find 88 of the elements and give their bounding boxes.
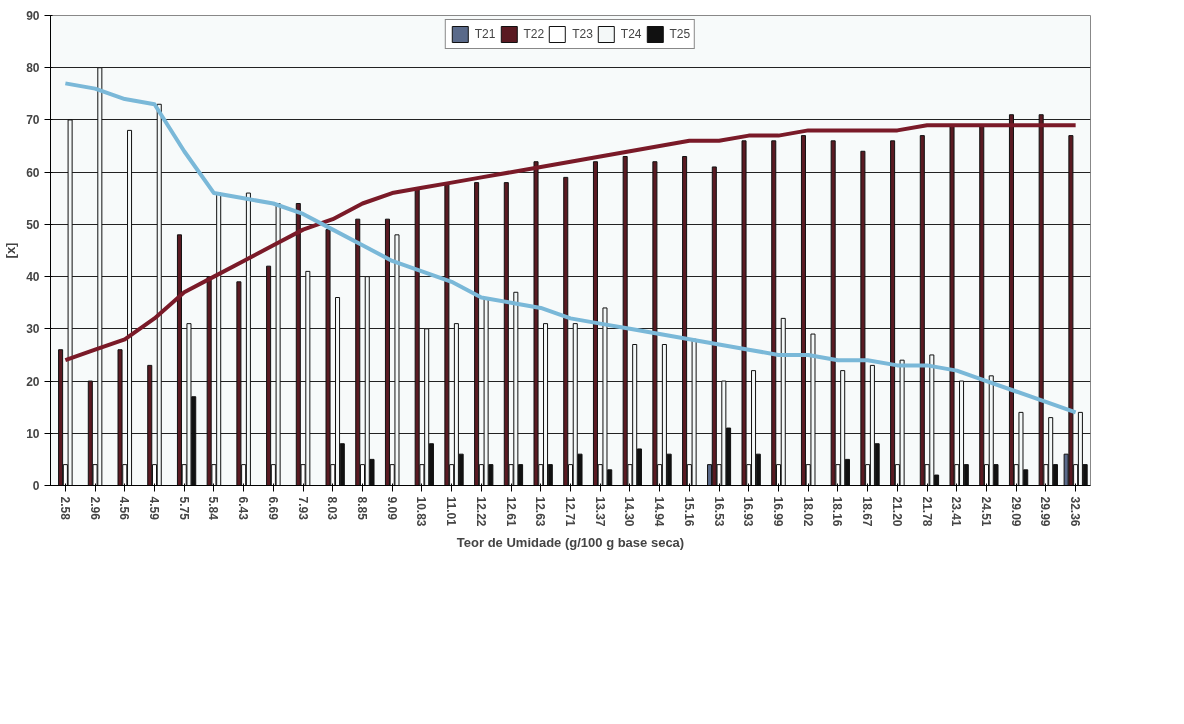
y-tick-label: 30 [26, 322, 40, 337]
y-tick-label: 20 [26, 374, 40, 389]
line-series [63, 123, 1078, 363]
x-tick-label: 12.22 [473, 496, 488, 527]
x-tick-label: 13.37 [592, 496, 607, 527]
bar [384, 218, 390, 486]
bar [919, 135, 925, 486]
x-tick-label: 14.94 [652, 496, 667, 527]
bar [860, 150, 866, 486]
bar [206, 276, 212, 486]
bar [87, 380, 93, 486]
x-tick-label: 5.75 [176, 496, 191, 521]
bar [622, 156, 628, 486]
y-axis-title: [x] [3, 242, 19, 259]
bar [592, 161, 598, 486]
bar [266, 265, 272, 486]
y-tick-label: 60 [26, 165, 40, 180]
x-tick-label: 18.16 [830, 496, 845, 527]
x-axis-title: Teor de Umidade (g/100 g base seca) [456, 534, 685, 550]
bar [295, 203, 301, 486]
line-series [63, 81, 1078, 415]
bar [830, 140, 836, 486]
x-tick-label: 16.99 [771, 496, 785, 527]
bar [682, 156, 688, 486]
bar [890, 140, 896, 486]
x-tick-label: 7.93 [295, 496, 310, 521]
bar [1008, 114, 1014, 486]
x-tick-label: 16.93 [741, 496, 756, 527]
bar [563, 176, 569, 486]
x-tick-label: 8.85 [355, 496, 369, 521]
x-tick-label: 9.09 [384, 496, 399, 521]
legend-label: T24 [620, 27, 642, 41]
x-tick-label: 18.02 [800, 496, 815, 527]
bar [741, 140, 747, 486]
x-tick-label: 2.58 [57, 496, 72, 521]
bar [176, 234, 182, 486]
x-tick-label: 6.43 [236, 496, 251, 521]
x-tick-label: 15.16 [681, 496, 696, 527]
bar [414, 187, 420, 486]
x-tick-label: 32.36 [1068, 496, 1083, 527]
bar [771, 140, 777, 486]
bar [949, 124, 955, 486]
x-tick-label: 29.99 [1038, 496, 1053, 527]
y-tick-label: 50 [26, 217, 40, 232]
bar [711, 166, 717, 486]
y-tick-label: 80 [26, 61, 40, 76]
x-tick-label: 16.53 [711, 496, 726, 527]
bar [800, 135, 806, 486]
legend-label: T21 [474, 27, 496, 41]
bar [503, 182, 509, 486]
x-tick-label: 12.71 [563, 496, 577, 527]
x-tick-label: 29.09 [1008, 496, 1023, 527]
bar [236, 281, 242, 486]
legend-label: T25 [669, 27, 691, 41]
y-tick-label: 0 [32, 479, 40, 493]
y-tick-label: 90 [26, 9, 40, 23]
y-tick-label: 10 [26, 426, 40, 441]
x-tick-label: 10.83 [414, 496, 429, 527]
bar [58, 349, 64, 486]
legend-label: T23 [572, 27, 593, 41]
bar [444, 182, 450, 486]
bar [979, 124, 985, 486]
x-tick-label: 12.61 [503, 496, 518, 527]
x-tick-label: 4.59 [147, 496, 161, 521]
x-tick-label: 24.51 [979, 496, 993, 527]
x-tick-label: 11.01 [444, 496, 459, 527]
x-tick-label: 4.56 [117, 496, 132, 521]
x-tick-label: 21.20 [889, 496, 904, 527]
y-tick-label: 70 [26, 113, 40, 128]
x-tick-label: 12.63 [533, 496, 548, 527]
x-tick-label: 8.03 [325, 496, 340, 521]
bar [474, 182, 480, 486]
bar [147, 364, 153, 486]
x-tick-label: 14.30 [622, 496, 637, 527]
bar [117, 349, 123, 486]
x-tick-label: 6.69 [265, 496, 280, 521]
bar [533, 161, 539, 486]
bar [355, 218, 361, 486]
bar [1038, 114, 1044, 486]
y-tick-label: 40 [26, 270, 40, 285]
bar [325, 229, 331, 486]
x-tick-label: 5.84 [206, 496, 221, 521]
x-tick-label: 23.41 [949, 496, 964, 527]
x-tick-label: 2.96 [87, 496, 102, 521]
bar [652, 161, 658, 486]
legend-label: T22 [523, 27, 545, 41]
x-tick-label: 21.78 [919, 496, 934, 527]
x-tick-label: 18.67 [860, 496, 875, 527]
